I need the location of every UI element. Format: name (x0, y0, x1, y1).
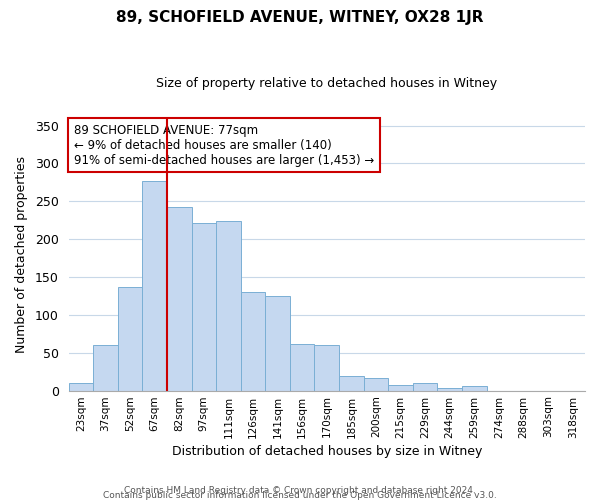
Bar (265, 296, 290, 390)
Bar (142, 181, 167, 390)
Bar (314, 345, 339, 391)
Text: 89, SCHOFIELD AVENUE, WITNEY, OX28 1JR: 89, SCHOFIELD AVENUE, WITNEY, OX28 1JR (116, 10, 484, 25)
Bar (167, 206, 191, 390)
Bar (462, 386, 487, 390)
Bar (216, 221, 241, 390)
Bar (413, 383, 437, 390)
Y-axis label: Number of detached properties: Number of detached properties (15, 156, 28, 353)
Bar (290, 344, 314, 390)
Text: 89 SCHOFIELD AVENUE: 77sqm
← 9% of detached houses are smaller (140)
91% of semi: 89 SCHOFIELD AVENUE: 77sqm ← 9% of detac… (74, 124, 374, 166)
Bar (364, 378, 388, 390)
Bar (68, 383, 93, 390)
Bar (339, 376, 364, 390)
Text: Contains HM Land Registry data © Crown copyright and database right 2024.: Contains HM Land Registry data © Crown c… (124, 486, 476, 495)
Bar (241, 292, 265, 390)
Bar (118, 287, 142, 391)
X-axis label: Distribution of detached houses by size in Witney: Distribution of detached houses by size … (172, 444, 482, 458)
Bar (191, 222, 216, 390)
Text: Contains public sector information licensed under the Open Government Licence v3: Contains public sector information licen… (103, 490, 497, 500)
Bar (93, 345, 118, 391)
Bar (388, 386, 413, 390)
Title: Size of property relative to detached houses in Witney: Size of property relative to detached ho… (156, 78, 497, 90)
Bar (437, 388, 462, 390)
